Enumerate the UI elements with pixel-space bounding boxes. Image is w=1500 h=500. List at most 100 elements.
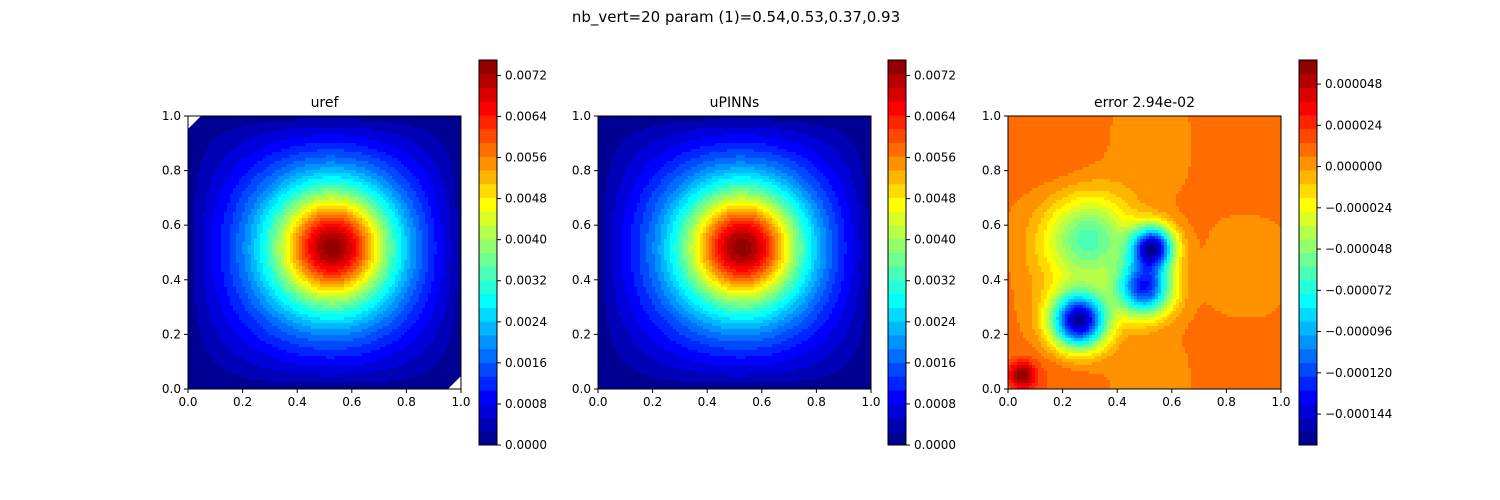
heatmap-cell	[419, 182, 423, 186]
heatmap-cell	[218, 242, 222, 246]
heatmap-cell	[422, 194, 426, 198]
heatmap-cell	[443, 245, 447, 249]
heatmap-cell	[188, 275, 192, 279]
heatmap-cell	[425, 179, 429, 183]
heatmap-cell	[263, 149, 267, 153]
heatmap-cell	[227, 155, 231, 159]
heatmap-cell	[341, 161, 345, 165]
heatmap-cell	[413, 224, 417, 228]
heatmap-cell	[245, 275, 249, 279]
heatmap-cell	[287, 188, 291, 192]
heatmap-cell	[320, 215, 324, 219]
heatmap-cell	[392, 161, 396, 165]
heatmap-cell	[314, 227, 318, 231]
heatmap-cell	[404, 176, 408, 180]
heatmap-cell	[353, 158, 357, 162]
heatmap-cell	[401, 146, 405, 150]
heatmap-cell	[335, 188, 339, 192]
heatmap-cell	[440, 173, 444, 177]
heatmap-cell	[299, 224, 303, 228]
heatmap-cell	[368, 122, 372, 126]
heatmap-cell	[368, 212, 372, 216]
heatmap-cell	[266, 116, 270, 120]
heatmap-cell	[200, 251, 204, 255]
heatmap-cell	[239, 197, 243, 201]
heatmap-cell	[266, 266, 270, 270]
heatmap-cell	[350, 200, 354, 204]
heatmap-cell	[446, 257, 450, 261]
heatmap-cell	[221, 275, 225, 279]
heatmap-cell	[434, 179, 438, 183]
heatmap-cell	[275, 164, 279, 168]
heatmap-cell	[218, 275, 222, 279]
heatmap-cell	[386, 143, 390, 147]
heatmap-cell	[275, 140, 279, 144]
heatmap-cell	[266, 167, 270, 171]
heatmap-cell	[317, 161, 321, 165]
heatmap-cell	[410, 260, 414, 264]
heatmap-cell	[371, 131, 375, 135]
heatmap-cell	[299, 197, 303, 201]
heatmap-cell	[212, 122, 216, 126]
heatmap-cell	[413, 137, 417, 141]
heatmap-cell	[323, 248, 327, 252]
heatmap-cell	[389, 125, 393, 129]
heatmap-cell	[368, 272, 372, 276]
heatmap-cell	[350, 155, 354, 159]
heatmap-cell	[281, 149, 285, 153]
heatmap-cell	[437, 257, 441, 261]
heatmap-cell	[446, 176, 450, 180]
heatmap-cell	[209, 149, 213, 153]
heatmap-cell	[338, 275, 342, 279]
heatmap-cell	[239, 248, 243, 252]
heatmap-cell	[281, 185, 285, 189]
heatmap-cell	[191, 215, 195, 219]
heatmap-cell	[266, 263, 270, 267]
heatmap-cell	[326, 176, 330, 180]
heatmap-cell	[347, 161, 351, 165]
heatmap-cell	[197, 161, 201, 165]
heatmap-cell	[323, 212, 327, 216]
heatmap-cell	[320, 221, 324, 225]
heatmap-cell	[302, 230, 306, 234]
heatmap-cell	[398, 272, 402, 276]
heatmap-cell	[455, 248, 459, 252]
heatmap-cell	[272, 125, 276, 129]
heatmap-cell	[425, 155, 429, 159]
heatmap-cell	[254, 200, 258, 204]
heatmap-cell	[278, 170, 282, 174]
heatmap-cell	[197, 272, 201, 276]
heatmap-cell	[299, 140, 303, 144]
heatmap-cell	[452, 275, 456, 279]
heatmap-cell	[440, 119, 444, 123]
heatmap-cell	[380, 215, 384, 219]
heatmap-cell	[440, 227, 444, 231]
heatmap-cell	[398, 275, 402, 279]
heatmap-cell	[365, 152, 369, 156]
heatmap-cell	[455, 218, 459, 222]
heatmap-cell	[377, 260, 381, 264]
heatmap-cell	[212, 188, 216, 192]
heatmap-cell	[194, 272, 198, 276]
heatmap-cell	[452, 242, 456, 246]
heatmap-cell	[419, 197, 423, 201]
heatmap-cell	[311, 278, 315, 282]
heatmap-cell	[431, 158, 435, 162]
heatmap-cell	[251, 158, 255, 162]
heatmap-cell	[323, 158, 327, 162]
heatmap-cell	[236, 122, 240, 126]
heatmap-cell	[347, 116, 351, 120]
heatmap-cell	[458, 212, 461, 216]
heatmap-cell	[242, 188, 246, 192]
heatmap-cell	[335, 263, 339, 267]
heatmap-cell	[368, 254, 372, 258]
heatmap-cell	[212, 170, 216, 174]
heatmap-cell	[383, 125, 387, 129]
heatmap-cell	[440, 269, 444, 273]
heatmap-cell	[404, 278, 408, 282]
heatmap-cell	[239, 194, 243, 198]
heatmap-cell	[284, 128, 288, 132]
heatmap-cell	[338, 278, 342, 282]
heatmap-cell	[344, 200, 348, 204]
heatmap-cell	[377, 269, 381, 273]
